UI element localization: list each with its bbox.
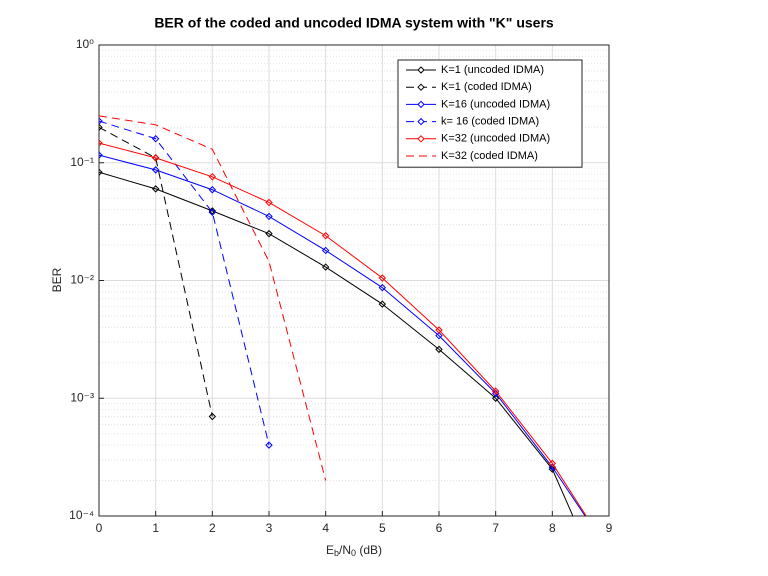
y-tick-label: 10⁻⁴	[69, 508, 94, 522]
data-point	[208, 186, 217, 194]
series-line	[99, 115, 327, 481]
data-point	[606, 548, 612, 554]
legend-marker	[417, 135, 425, 143]
legend-label: K=16 (uncoded IDMA)	[441, 98, 550, 110]
data-point	[208, 173, 217, 181]
data-point	[265, 212, 273, 221]
data-point	[435, 331, 443, 340]
data-point	[99, 123, 103, 132]
y-tick-label: 10⁻³	[70, 390, 94, 404]
data-point	[151, 185, 160, 193]
x-label-part: (dB)	[356, 543, 382, 557]
data-point	[99, 151, 103, 159]
legend-marker	[417, 66, 425, 74]
x-tick-label: 9	[606, 521, 613, 535]
data-point	[321, 246, 330, 255]
series-line	[99, 120, 270, 446]
y-tick-label: 10⁰	[76, 37, 94, 51]
x-label-part: /N	[339, 543, 351, 557]
plot-layer	[99, 115, 612, 554]
legend-label: K=32 (uncoded IDMA)	[441, 133, 550, 145]
chart-title: BER of the coded and uncoded IDMA system…	[154, 15, 554, 31]
data-point	[99, 139, 103, 147]
data-point	[321, 263, 330, 271]
y-tick-label: 10⁻¹	[70, 155, 94, 169]
series-line	[99, 154, 586, 516]
data-point	[208, 208, 217, 216]
data-point	[208, 412, 217, 421]
data-point	[378, 274, 387, 282]
data-point	[265, 441, 273, 449]
axes-box	[98, 44, 610, 517]
data-point	[99, 168, 103, 176]
data-point	[378, 283, 387, 292]
x-tick-label: 2	[209, 521, 216, 535]
series-line	[99, 171, 574, 516]
y-axis-label: BER	[50, 267, 64, 292]
y-tick-label: 10⁻²	[70, 273, 94, 287]
legend-marker	[417, 117, 425, 126]
data-point	[435, 345, 443, 354]
legend-label: k= 16 (coded IDMA)	[441, 116, 539, 128]
data-point	[99, 117, 103, 125]
data-point	[151, 154, 160, 162]
x-tick-label: 4	[322, 521, 329, 535]
data-point	[491, 394, 500, 402]
data-point	[491, 387, 500, 395]
legend-marker	[417, 100, 425, 109]
data-point	[265, 229, 273, 238]
data-point	[548, 459, 557, 468]
x-tick-label: 6	[436, 521, 443, 535]
x-tick-label: 0	[96, 521, 103, 535]
x-label-part: E	[326, 543, 334, 557]
x-tick-label: 7	[492, 521, 499, 535]
data-point	[378, 300, 387, 308]
x-tick-label: 1	[152, 521, 159, 535]
x-label-part: 0	[351, 548, 356, 558]
data-point	[606, 548, 612, 554]
x-tick-label: 3	[266, 521, 273, 535]
data-point	[321, 232, 330, 240]
series-line	[99, 126, 213, 417]
data-point	[435, 326, 443, 334]
data-point	[265, 198, 273, 207]
legend-marker	[417, 83, 425, 91]
legend-label: K=1 (uncoded IDMA)	[441, 64, 544, 76]
x-tick-label: 8	[549, 521, 556, 535]
legend-label: K=32 (coded IDMA)	[441, 150, 538, 162]
legend-box	[397, 59, 583, 168]
data-point	[151, 135, 160, 143]
data-point	[151, 166, 160, 174]
x-axis-label: Eb/N0 (dB)	[326, 543, 382, 558]
x-label-part: b	[334, 548, 339, 558]
legend-label: K=1 (coded IDMA)	[441, 81, 532, 93]
series-line	[99, 142, 587, 516]
x-tick-label: 5	[379, 521, 386, 535]
